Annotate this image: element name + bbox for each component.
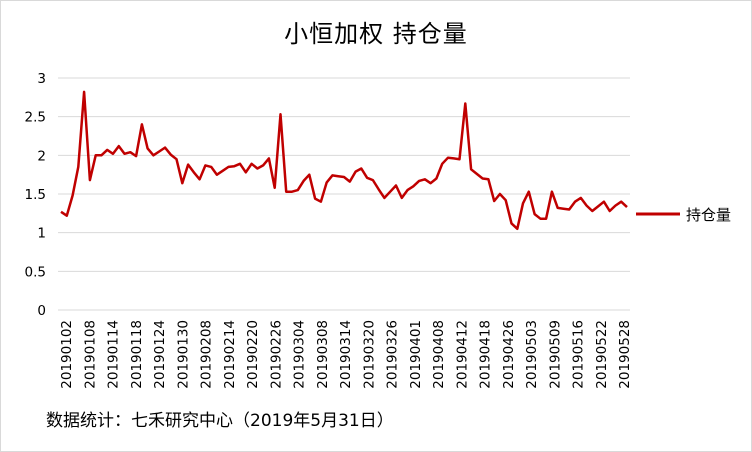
- x-tick-label: 20190516: [571, 320, 587, 389]
- x-tick-label: 20190130: [175, 320, 191, 389]
- x-tick-label: 20190124: [152, 320, 168, 389]
- chart-title: 小恒加权 持仓量: [284, 20, 468, 48]
- x-tick-label: 20190509: [547, 320, 563, 389]
- x-tick-label: 20190208: [199, 320, 215, 389]
- legend-label: 持仓量: [686, 206, 731, 224]
- y-tick-label: 0.5: [25, 264, 46, 280]
- x-tick-label: 20190118: [129, 320, 145, 389]
- x-tick-label: 20190308: [315, 320, 331, 389]
- x-tick-label: 20190108: [82, 320, 98, 389]
- x-tick-label: 20190412: [454, 320, 470, 389]
- x-tick-label: 20190114: [106, 320, 122, 389]
- x-tick-label: 20190522: [594, 320, 610, 389]
- series-line: [60, 90, 628, 231]
- y-tick-label: 0: [37, 303, 46, 319]
- x-tick-label: 20190102: [59, 320, 75, 389]
- x-tick-label: 20190220: [245, 320, 261, 389]
- x-tick-label: 20190418: [478, 320, 494, 389]
- y-tick-label: 3: [37, 71, 46, 87]
- y-tick-label: 1: [37, 226, 46, 242]
- x-tick-label: 20190314: [338, 320, 354, 389]
- x-tick-label: 20190226: [268, 320, 284, 389]
- y-tick-label: 1.5: [25, 187, 46, 203]
- x-tick-label: 20190320: [361, 320, 377, 389]
- x-tick-label: 20190426: [501, 320, 517, 389]
- source-note: 数据统计：七禾研究中心（2019年5月31日）: [46, 411, 394, 431]
- x-tick-label: 20190528: [617, 320, 633, 389]
- x-tick-label: 20190408: [431, 320, 447, 389]
- x-tick-label: 20190401: [408, 320, 424, 389]
- y-tick-label: 2: [37, 148, 46, 164]
- y-tick-label: 2.5: [25, 110, 46, 126]
- x-tick-label: 20190326: [385, 320, 401, 389]
- x-tick-label: 20190503: [524, 320, 540, 389]
- x-tick-label: 20190214: [222, 320, 238, 389]
- x-tick-label: 20190304: [292, 320, 308, 389]
